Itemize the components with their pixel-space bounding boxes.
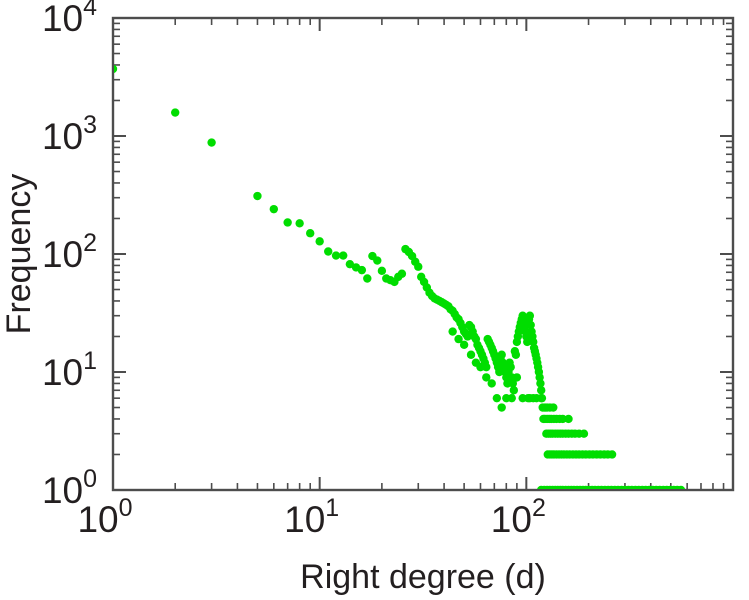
data-point	[454, 334, 463, 344]
data-point	[253, 191, 262, 201]
data-point	[509, 386, 519, 395]
data-point	[397, 269, 407, 278]
data-point	[414, 262, 423, 271]
data-point	[536, 393, 546, 403]
data-point	[523, 337, 532, 347]
data-point	[549, 403, 558, 412]
data-point	[487, 379, 496, 388]
x-axis-label: Right degree (d)	[300, 558, 546, 596]
data-series-right-degree	[114, 64, 686, 489]
data-point	[525, 311, 535, 320]
y-tick-label: 102	[42, 229, 97, 275]
data-point	[171, 108, 180, 117]
data-point	[492, 393, 502, 403]
data-point	[331, 251, 341, 260]
x-tick-label: 102	[491, 494, 546, 540]
data-point	[269, 204, 279, 214]
data-point	[482, 373, 491, 382]
data-point	[471, 358, 481, 367]
x-tick-label: 100	[77, 494, 132, 540]
data-point	[497, 403, 506, 412]
data-point	[377, 266, 387, 276]
data-point	[114, 64, 118, 74]
data-point	[512, 373, 522, 382]
y-tick-label: 101	[42, 347, 97, 393]
data-point	[497, 350, 506, 359]
data-point	[536, 379, 545, 388]
data-point	[526, 320, 535, 330]
y-tick-label: 103	[42, 111, 97, 157]
data-point	[536, 386, 546, 395]
data-point	[448, 327, 457, 336]
data-point	[518, 393, 527, 403]
data-point	[502, 393, 511, 403]
data-point	[357, 265, 367, 275]
data-point	[345, 259, 355, 269]
data-point	[295, 219, 304, 228]
data-point	[564, 414, 573, 424]
y-tick-label: 104	[42, 0, 97, 39]
data-point	[676, 485, 686, 489]
data-point	[482, 362, 491, 372]
data-point	[459, 340, 469, 350]
data-point	[466, 350, 476, 359]
data-point	[306, 229, 315, 238]
data-point	[607, 450, 617, 459]
data-point	[373, 256, 382, 265]
data-point	[315, 237, 324, 246]
y-tick-label: 100	[42, 465, 97, 511]
data-point	[543, 485, 552, 489]
plot-frame	[111, 16, 735, 492]
data-point	[506, 362, 515, 372]
data-point	[558, 414, 567, 424]
data-point	[508, 379, 517, 388]
data-point	[339, 251, 348, 260]
data-point	[363, 274, 372, 283]
data-point	[207, 138, 216, 147]
data-point	[324, 247, 333, 256]
data-point	[283, 218, 292, 227]
data-point	[579, 429, 589, 438]
y-axis-label: Frequency	[0, 174, 38, 335]
data-point	[511, 350, 521, 359]
x-tick-label: 101	[284, 494, 339, 540]
